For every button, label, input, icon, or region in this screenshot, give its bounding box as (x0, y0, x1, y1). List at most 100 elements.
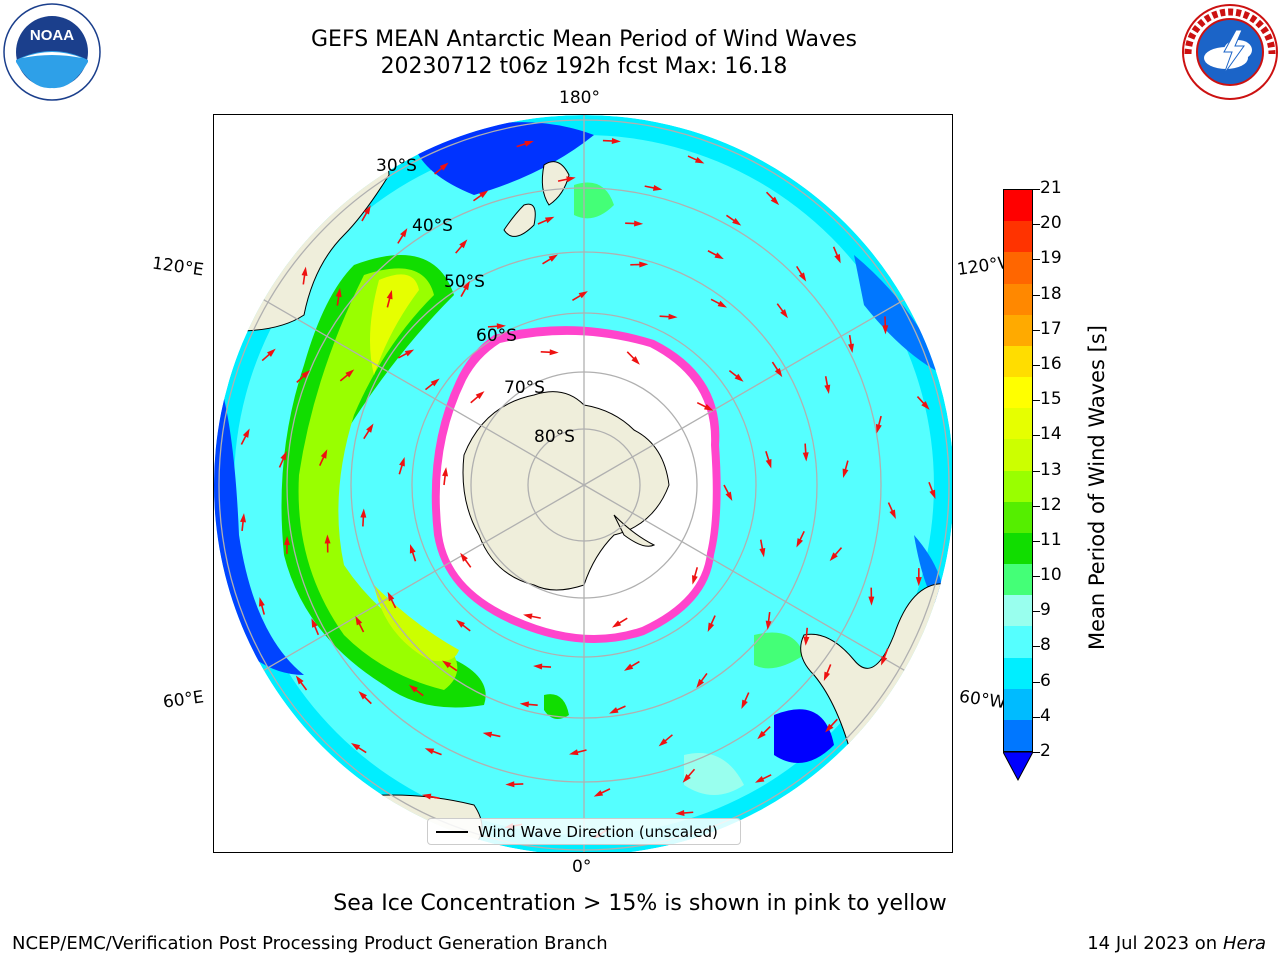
colorbar-tick-mark (1033, 294, 1040, 296)
colorbar-segment (1004, 377, 1032, 409)
map-panel: 30°S 40°S 50°S 60°S 70°S 80°S (213, 114, 953, 853)
wind-wave-arrowhead (324, 534, 331, 544)
colorbar-tick-mark (1033, 540, 1040, 542)
colorbar-tick-label: 21 (1040, 178, 1062, 198)
colorbar-tick-mark (1033, 400, 1040, 402)
wind-wave-arrowhead (320, 449, 328, 459)
wind-wave-arrowhead (881, 656, 888, 666)
colorbar-tick-label: 9 (1040, 600, 1051, 621)
footer-branch: NCEP/EMC/Verification Post Processing Pr… (12, 933, 608, 954)
chart-subtitle: 20230712 t06z 192h fcst Max: 16.18 (380, 54, 788, 79)
colorbar-tick-label: 11 (1040, 529, 1062, 550)
colorbar-tick-label: 12 (1040, 494, 1062, 515)
wind-wave-arrowhead (404, 349, 415, 357)
wind-wave-arrowhead (921, 401, 930, 410)
wind-wave-arrowhead (295, 675, 304, 685)
legend-line-sample (436, 831, 468, 833)
wind-wave-arrowhead (834, 253, 841, 264)
wind-wave-arrowhead (549, 349, 559, 356)
wind-wave-arrowhead (842, 468, 849, 478)
wind-wave-arrowhead (505, 781, 515, 788)
wind-wave-arrowhead (399, 457, 405, 467)
map-canvas: 30°S 40°S 50°S 60°S 70°S 80°S (214, 115, 952, 852)
colorbar-segment (1004, 501, 1032, 534)
wind-wave-arrowhead (358, 691, 367, 700)
colorbar-tick-label: 15 (1040, 389, 1062, 410)
wind-wave-arrowhead (479, 190, 489, 199)
colorbar-segment (1004, 719, 1032, 752)
wind-wave-arrowhead (714, 252, 724, 260)
wind-wave-arrowhead (696, 678, 705, 688)
wind-wave-arrowhead (759, 547, 766, 558)
wind-wave-arrowhead (611, 138, 621, 145)
colorbar-segment (1004, 408, 1032, 440)
wind-wave-arrowhead (875, 424, 882, 434)
colorbar-segment (1004, 439, 1032, 471)
colorbar-tick-label: 4 (1040, 705, 1051, 726)
wind-wave-arrowhead (284, 535, 290, 545)
wind-wave-arrowhead (360, 508, 367, 518)
wind-wave-arrowhead (409, 544, 416, 554)
lon-label-60e: 60°E (161, 687, 206, 713)
colorbar-tick-label: 2 (1040, 741, 1051, 761)
colorbar-tick-label: 18 (1040, 283, 1062, 304)
wind-wave-arrowhead (915, 577, 922, 587)
noaa-logo: NOAA (2, 2, 102, 102)
colorbar-segment (1004, 595, 1032, 627)
colorbar-tick-mark (1033, 576, 1040, 578)
wind-wave-arrowhead (475, 391, 485, 400)
wind-wave-arrowhead (631, 356, 640, 365)
wind-wave-arrowhead (889, 509, 896, 519)
wind-wave-arrowhead (732, 217, 742, 226)
wind-wave-arrowhead (609, 707, 619, 714)
colorbar-tick-mark (1033, 681, 1040, 683)
wind-wave-arrowhead (757, 730, 766, 740)
colorbar-segment (1004, 657, 1032, 690)
colorbar-segment (1004, 190, 1032, 222)
colorbar-segment (1004, 221, 1032, 253)
lon-label-0: 0° (572, 857, 592, 877)
wind-wave-arrowhead (675, 810, 685, 816)
colorbar-tick-label: 10 (1040, 565, 1062, 586)
wind-wave-arrowhead (350, 742, 361, 751)
wind-wave-arrowhead (717, 300, 728, 308)
wind-wave-arrowhead (267, 348, 276, 357)
colorbar-extend-arrow (1003, 752, 1033, 782)
wind-wave-arrowhead (430, 378, 440, 387)
colorbar-tick-label: 6 (1040, 670, 1051, 691)
lat-label-50s: 50°S (444, 272, 485, 292)
wind-wave-arrowhead (825, 723, 834, 733)
wind-wave-arrowhead (482, 731, 493, 738)
wind-wave-arrowhead (496, 323, 506, 330)
wind-wave-arrowhead (780, 309, 788, 319)
wind-wave-arrowhead (658, 738, 668, 747)
wind-wave-arrowhead (386, 289, 393, 300)
wind-wave-arrowhead (569, 749, 579, 756)
wind-wave-arrowhead (424, 748, 435, 755)
wind-wave-arrowhead (459, 239, 468, 249)
lat-label-40s: 40°S (412, 216, 453, 236)
colorbar-tick-mark (1033, 470, 1040, 472)
wind-wave-arrowhead (259, 597, 265, 607)
wind-wave-arrowhead (770, 196, 780, 206)
colorbar-tick-label: 16 (1040, 353, 1062, 374)
noaa-logo-text: NOAA (30, 27, 74, 44)
wind-wave-arrowhead (366, 423, 374, 433)
colorbar-segment (1004, 564, 1032, 596)
wind-wave-arrowhead (802, 452, 809, 462)
colorbar-tick-mark (1033, 435, 1040, 437)
colorbar-segment (1004, 283, 1032, 316)
antarctica-landmass (462, 391, 670, 591)
colorbar-tick-mark (1033, 611, 1040, 613)
colorbar-tick-label: 8 (1040, 635, 1051, 656)
wind-wave-arrowhead (707, 622, 715, 632)
wind-wave-arrowhead (682, 774, 691, 783)
footer-date: 14 Jul 2023 on Hera (1087, 933, 1266, 954)
map-legend: Wind Wave Direction (unscaled) (427, 818, 741, 845)
colorbar-label: Mean Period of Wind Waves [s] (1085, 325, 1109, 650)
colorbar-tick-mark (1033, 646, 1040, 648)
sea-ice-note: Sea Ice Concentration > 15% is shown in … (333, 891, 947, 916)
wind-wave-arrowhead (355, 615, 363, 626)
colorbar-tick-mark (1033, 189, 1040, 190)
wind-wave-arrowhead (798, 272, 807, 282)
